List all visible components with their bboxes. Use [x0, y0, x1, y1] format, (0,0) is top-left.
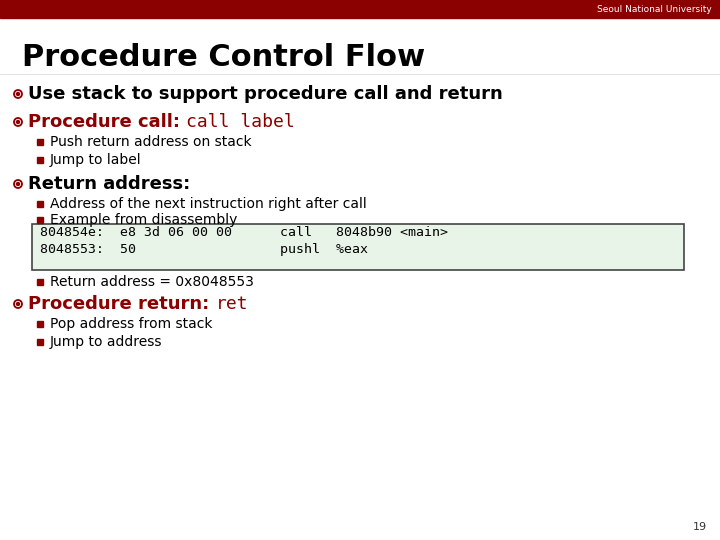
- Bar: [37, 279, 43, 285]
- Text: Jump to address: Jump to address: [50, 335, 163, 349]
- Text: Address of the next instruction right after call: Address of the next instruction right af…: [50, 197, 366, 211]
- Bar: [0, 0, 720, 18]
- Text: 804854e:  e8 3d 06 00 00      call   8048b90 <main>: 804854e: e8 3d 06 00 00 call 8048b90 <ma…: [40, 226, 448, 239]
- Text: Example from disassembly: Example from disassembly: [50, 213, 238, 227]
- Text: Return address = 0x8048553: Return address = 0x8048553: [50, 275, 254, 289]
- Bar: [32, 224, 684, 270]
- Bar: [37, 157, 43, 163]
- Circle shape: [17, 183, 19, 186]
- Text: call label: call label: [186, 113, 295, 131]
- Text: Procedure return:: Procedure return:: [28, 295, 215, 313]
- Circle shape: [17, 302, 19, 306]
- Text: Procedure Control Flow: Procedure Control Flow: [22, 44, 425, 72]
- Text: Use stack to support procedure call and return: Use stack to support procedure call and …: [28, 85, 503, 103]
- Bar: [37, 339, 43, 345]
- Bar: [37, 321, 43, 327]
- Bar: [37, 138, 43, 145]
- Text: 19: 19: [693, 522, 707, 532]
- Text: Pop address from stack: Pop address from stack: [50, 317, 212, 331]
- Text: Push return address on stack: Push return address on stack: [50, 135, 251, 149]
- Bar: [37, 200, 43, 206]
- Text: 8048553:  50                  pushl  %eax: 8048553: 50 pushl %eax: [40, 244, 368, 256]
- Bar: [37, 217, 43, 222]
- Text: Seoul National University: Seoul National University: [598, 4, 712, 14]
- Text: ret: ret: [215, 295, 248, 313]
- Circle shape: [17, 92, 19, 96]
- Circle shape: [17, 120, 19, 124]
- Text: Jump to label: Jump to label: [50, 153, 142, 167]
- Text: Procedure call:: Procedure call:: [28, 113, 186, 131]
- Text: Return address:: Return address:: [28, 175, 190, 193]
